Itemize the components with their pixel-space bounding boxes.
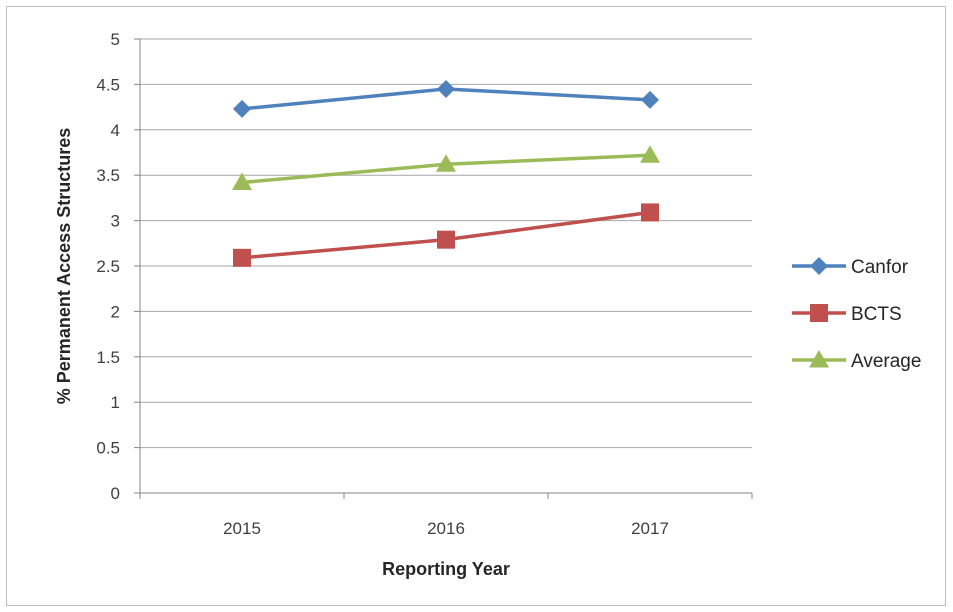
series-group xyxy=(232,79,660,267)
y-tick-label: 3.5 xyxy=(96,166,120,185)
series-canfor xyxy=(233,79,659,118)
y-axis-title: % Permanent Access Structures xyxy=(54,128,74,404)
legend-item-canfor: Canfor xyxy=(792,257,909,278)
y-tick-label: 0.5 xyxy=(96,439,120,458)
legend: Canfor BCTS Average xyxy=(792,257,921,372)
legend-label: Canfor xyxy=(851,257,909,278)
y-tick-labels: 0 0.5 1 1.5 2 2.5 3 3.5 4 4.5 5 xyxy=(96,30,120,503)
legend-label: Average xyxy=(851,351,921,372)
data-point-canfor xyxy=(437,79,455,98)
data-point-bcts xyxy=(437,230,455,249)
legend-swatch-marker xyxy=(809,350,829,368)
y-tick-label: 1.5 xyxy=(96,348,120,367)
legend-item-average: Average xyxy=(792,350,921,372)
y-tick-label: 2.5 xyxy=(96,257,120,276)
y-tick-label: 1 xyxy=(111,393,120,412)
axes xyxy=(134,38,753,499)
data-point-average xyxy=(232,172,252,190)
x-tick-labels: 2015 2016 2017 xyxy=(223,519,669,538)
x-tick-label: 2016 xyxy=(427,519,465,538)
y-tick-label: 2 xyxy=(111,302,120,321)
series-average xyxy=(232,145,660,190)
y-tick-label: 0 xyxy=(111,484,120,503)
y-tick-label: 4 xyxy=(111,121,120,140)
data-point-canfor xyxy=(641,90,659,109)
data-point-bcts xyxy=(233,248,251,267)
data-point-average xyxy=(640,145,660,163)
legend-label: BCTS xyxy=(851,304,902,325)
legend-swatch-marker xyxy=(810,257,828,275)
y-tick-label: 5 xyxy=(111,30,120,49)
x-tick-label: 2017 xyxy=(631,519,669,538)
legend-swatch-marker xyxy=(810,304,828,322)
data-point-canfor xyxy=(233,99,251,118)
y-tick-label: 4.5 xyxy=(96,75,120,94)
data-point-bcts xyxy=(641,203,659,222)
data-point-average xyxy=(436,154,456,172)
x-tick-label: 2015 xyxy=(223,519,261,538)
x-axis-title: Reporting Year xyxy=(382,559,510,579)
legend-item-bcts: BCTS xyxy=(792,304,902,325)
chart-frame xyxy=(6,6,946,606)
series-bcts xyxy=(233,203,659,267)
y-tick-label: 3 xyxy=(111,212,120,231)
